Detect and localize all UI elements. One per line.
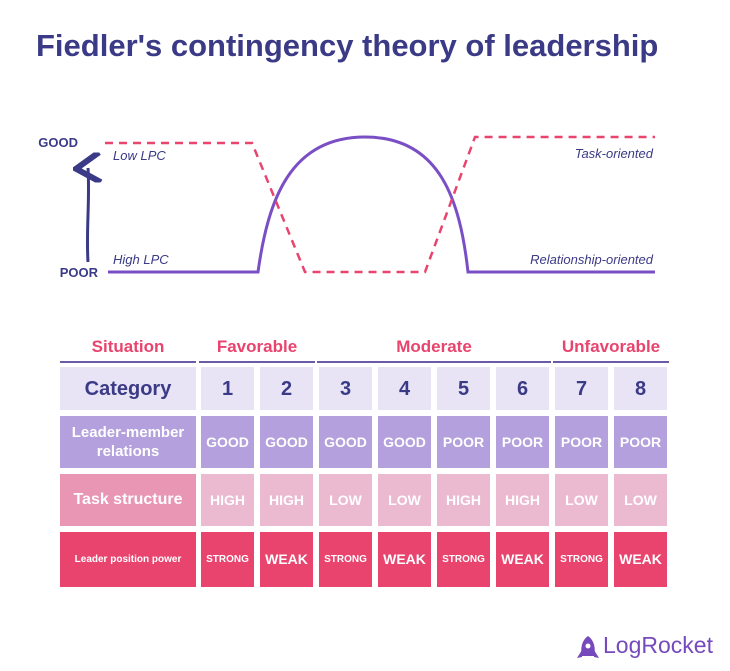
- cell: STRONG: [319, 532, 372, 587]
- curve-label: Relationship-oriented: [530, 252, 654, 267]
- cell: 6: [496, 367, 549, 410]
- cell: STRONG: [437, 532, 490, 587]
- cell: HIGH: [260, 474, 313, 526]
- cell: 2: [260, 367, 313, 410]
- rule: [60, 361, 196, 363]
- curve-label: Task-oriented: [575, 146, 654, 161]
- cell: POOR: [555, 416, 608, 468]
- cell: WEAK: [496, 532, 549, 587]
- situation: Favorable: [216, 337, 298, 356]
- cell: LOW: [319, 474, 372, 526]
- cell: HIGH: [201, 474, 254, 526]
- cell: POOR: [496, 416, 549, 468]
- good-label: GOOD: [38, 135, 78, 150]
- row-header: Category: [60, 367, 196, 410]
- cell: WEAK: [378, 532, 431, 587]
- cell: GOOD: [319, 416, 372, 468]
- situation: Unfavorable: [561, 337, 661, 356]
- cell: WEAK: [614, 532, 667, 587]
- row-header: Leader position power: [60, 532, 196, 587]
- cell: LOW: [378, 474, 431, 526]
- cell: HIGH: [437, 474, 490, 526]
- cell: WEAK: [260, 532, 313, 587]
- rule: [199, 361, 315, 363]
- cell: HIGH: [496, 474, 549, 526]
- curve-label: High LPC: [113, 252, 169, 267]
- cell: POOR: [614, 416, 667, 468]
- cell: STRONG: [201, 532, 254, 587]
- cell: LOW: [555, 474, 608, 526]
- row-header: Task structure: [60, 474, 196, 526]
- chart: GOOD POOR Low LPC High LPC Task-oriented…: [38, 135, 655, 280]
- relationship-curve: [108, 135, 655, 274]
- cell: GOOD: [201, 416, 254, 468]
- curve-label: Low LPC: [113, 148, 166, 163]
- cell: GOOD: [260, 416, 313, 468]
- situation: Moderate: [396, 337, 472, 356]
- rule: [553, 361, 669, 363]
- logo: LogRocket: [603, 632, 713, 658]
- cell: 5: [437, 367, 490, 410]
- cell: 3: [319, 367, 372, 410]
- rule: [317, 361, 551, 363]
- row-header: Leader-member relations: [60, 416, 196, 468]
- title: Fiedler's contingency theory of leadersh…: [36, 28, 659, 63]
- cell: LOW: [614, 474, 667, 526]
- cell: POOR: [437, 416, 490, 468]
- cell: 8: [614, 367, 667, 410]
- cell: GOOD: [378, 416, 431, 468]
- cell: 1: [201, 367, 254, 410]
- arrow: [87, 168, 88, 263]
- situation-header: Situation: [91, 337, 165, 356]
- task-curve: [105, 135, 655, 274]
- poor-label: POOR: [60, 265, 99, 280]
- cell: STRONG: [555, 532, 608, 587]
- cell: 4: [378, 367, 431, 410]
- cell: 7: [555, 367, 608, 410]
